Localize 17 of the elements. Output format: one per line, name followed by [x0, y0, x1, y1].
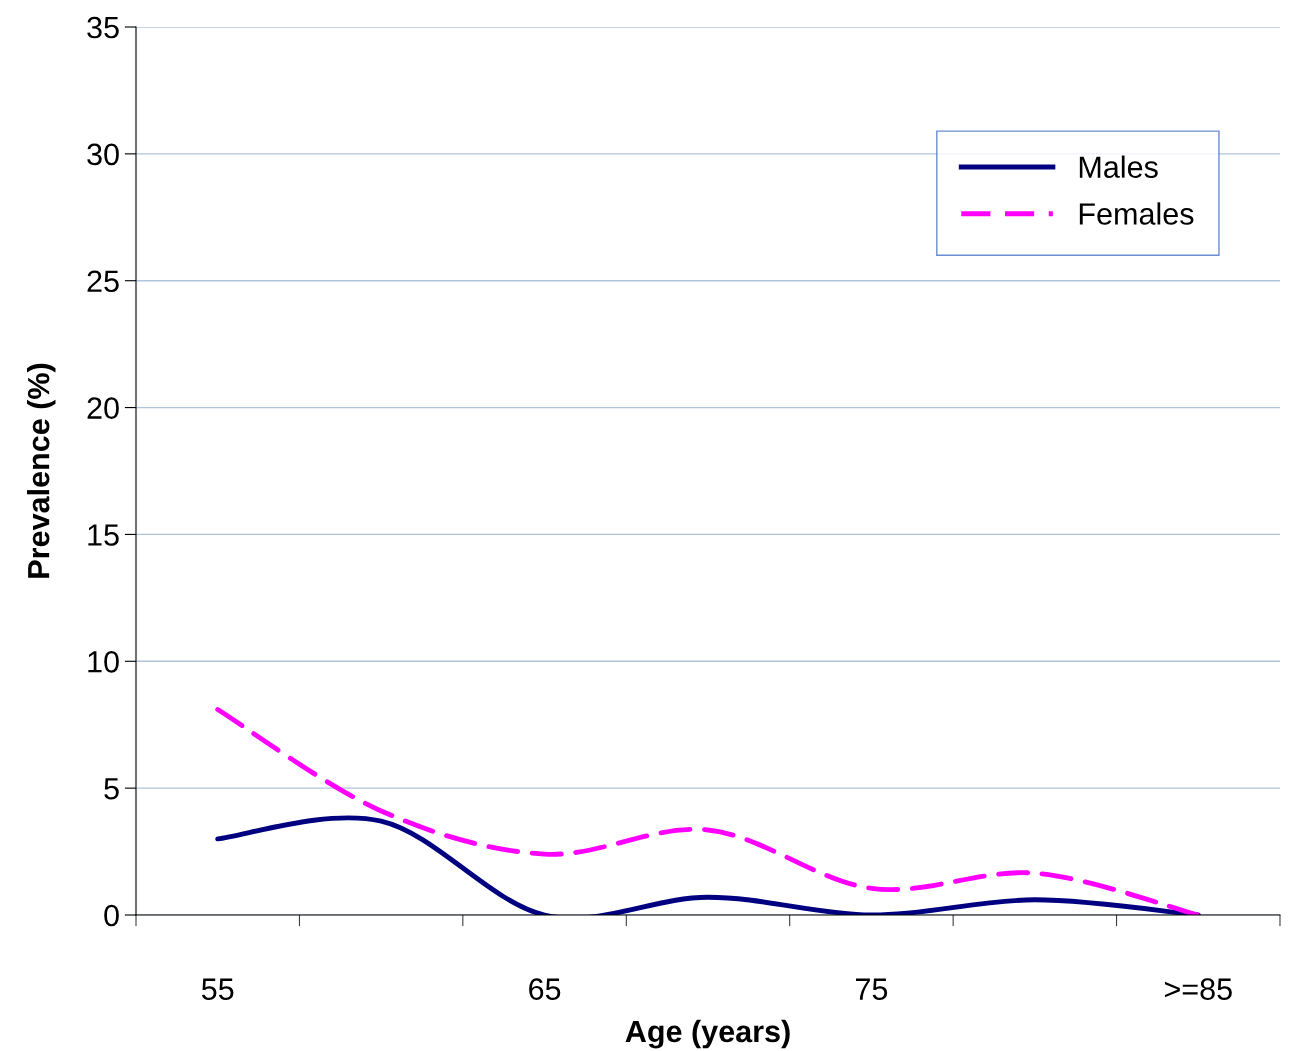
y-axis-title: Prevalence (%) — [27, 363, 56, 578]
y-tick-label: 20 — [87, 397, 119, 419]
x-tick-label: 75 — [856, 978, 888, 1000]
legend-label: Males — [1079, 155, 1158, 178]
legend-label: Females — [1079, 202, 1194, 225]
x-tick-label: >=85 — [1164, 978, 1232, 1000]
y-tick-label: 5 — [104, 778, 119, 800]
x-tick-label: 65 — [529, 978, 561, 1000]
y-tick-label: 0 — [104, 904, 119, 927]
y-tick-label: 15 — [88, 524, 119, 546]
y-tick-label: 35 — [87, 16, 119, 39]
y-tick-label: 10 — [88, 651, 119, 673]
y-tick-label: 25 — [87, 270, 119, 293]
x-axis-title: Age (years) — [625, 1019, 790, 1049]
y-tick-label: 30 — [87, 143, 119, 166]
x-tick-label: 55 — [201, 978, 234, 1000]
line-series — [215, 707, 1201, 915]
